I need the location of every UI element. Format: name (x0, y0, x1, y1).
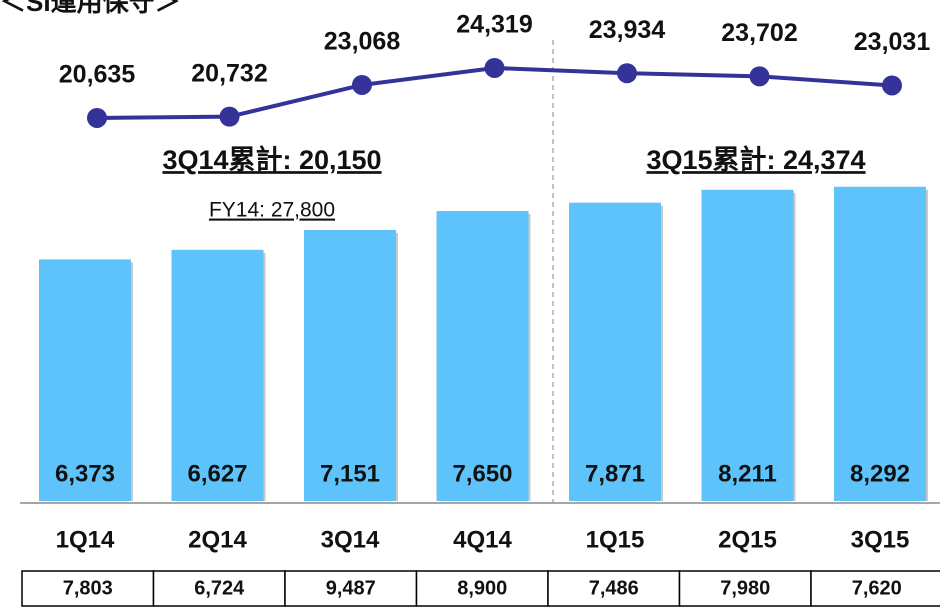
line-label: 20,732 (191, 59, 267, 87)
line-point (749, 66, 770, 87)
bar-label: 6,373 (55, 460, 115, 487)
chart-title: ＜SI運用保守＞ (0, 0, 181, 17)
table-value: 7,620 (852, 577, 902, 599)
annotation: FY14: 27,800 (209, 199, 335, 222)
table-value: 7,980 (720, 577, 770, 599)
x-tick-label: 2Q15 (718, 526, 777, 553)
bar (569, 202, 661, 502)
table-value: 7,803 (63, 577, 113, 599)
bar-label: 8,292 (850, 460, 910, 487)
x-tick-label: 1Q14 (56, 526, 115, 553)
table-cell (21, 570, 155, 607)
line-point (484, 57, 505, 78)
bar-label: 7,871 (585, 460, 645, 487)
table-cell (547, 570, 681, 607)
line-point (87, 107, 107, 128)
bar-label: 7,650 (452, 460, 512, 487)
annotation: 3Q14累計: 20,150 (162, 144, 381, 175)
line-point (882, 75, 902, 96)
table-cell (284, 570, 418, 607)
table-cell (415, 570, 549, 607)
table-value: 6,724 (194, 577, 245, 599)
bar (171, 249, 264, 501)
x-tick-label: 3Q15 (851, 526, 910, 553)
line-point (617, 63, 637, 84)
bar-label: 8,211 (718, 460, 777, 487)
line-label: 23,934 (589, 16, 666, 44)
table-value: 8,900 (457, 577, 507, 599)
table-value: 7,486 (589, 577, 639, 599)
table-cell (810, 570, 940, 607)
line-label: 24,319 (456, 11, 532, 39)
x-tick-label: 2Q14 (188, 526, 247, 553)
line-point (219, 106, 240, 127)
x-tick-label: 1Q15 (586, 526, 645, 553)
table-value: 9,487 (326, 577, 376, 599)
line-label: 23,702 (721, 19, 797, 47)
table-cell (678, 570, 812, 607)
line-label: 23,068 (324, 28, 401, 56)
bar (304, 229, 396, 501)
x-tick-label: 3Q14 (321, 526, 380, 553)
bar-label: 7,151 (320, 460, 380, 487)
x-tick-label: 4Q14 (453, 526, 512, 553)
annotation: 3Q15累計: 24,374 (646, 144, 865, 175)
bar (701, 189, 794, 501)
line-label: 23,031 (854, 28, 931, 56)
bar (834, 186, 926, 501)
bar-label: 6,627 (187, 460, 247, 487)
table-cell (152, 570, 286, 607)
bar (436, 211, 529, 501)
bar (39, 259, 131, 501)
line-label: 20,635 (59, 61, 136, 89)
line-point (352, 74, 372, 95)
